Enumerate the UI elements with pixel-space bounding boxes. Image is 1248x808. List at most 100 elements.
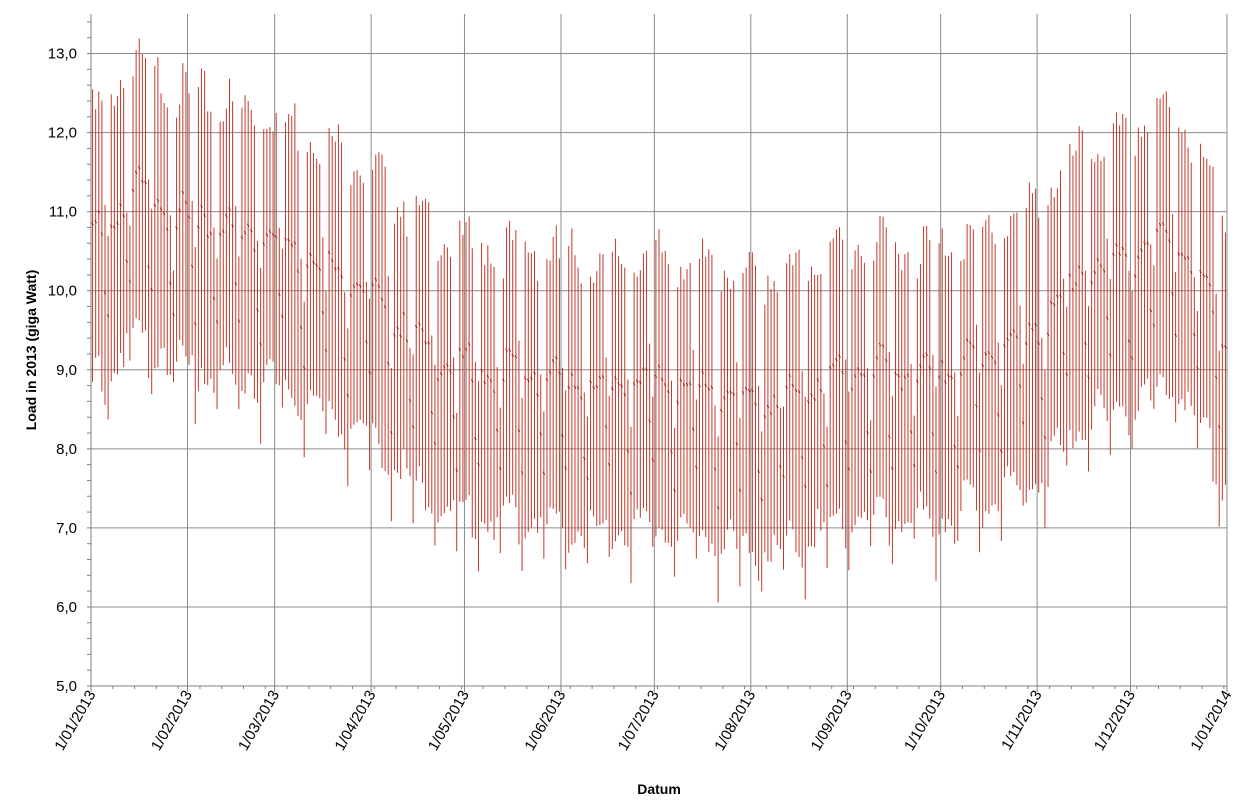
daily-mean-mark xyxy=(514,354,518,359)
daily-mean-mark xyxy=(1202,273,1205,278)
y-tick-label: 10,0 xyxy=(48,283,77,300)
daily-mean-mark xyxy=(779,464,782,469)
daily-mean-mark xyxy=(327,250,331,255)
daily-mean-mark xyxy=(517,428,521,433)
daily-mean-mark xyxy=(1090,280,1093,285)
daily-mean-mark xyxy=(903,375,907,379)
daily-mean-mark xyxy=(620,383,623,388)
daily-mean-mark xyxy=(604,425,608,429)
daily-mean-mark xyxy=(539,432,543,436)
daily-mean-mark xyxy=(567,385,571,390)
daily-mean-mark xyxy=(1068,273,1072,277)
daily-mean-mark xyxy=(1127,339,1131,343)
x-tick-label: 1/09/2013 xyxy=(808,688,856,754)
daily-mean-mark xyxy=(548,370,552,374)
daily-mean-mark xyxy=(579,396,583,400)
daily-mean-mark xyxy=(442,365,446,369)
daily-mean-mark xyxy=(975,403,978,408)
daily-mean-mark xyxy=(1140,248,1143,252)
daily-mean-mark xyxy=(268,229,272,234)
daily-mean-mark xyxy=(1087,375,1090,379)
daily-mean-mark xyxy=(747,388,751,393)
daily-mean-mark xyxy=(542,471,546,475)
daily-mean-mark xyxy=(150,287,154,292)
daily-mean-mark xyxy=(277,292,281,297)
daily-mean-mark xyxy=(474,436,477,441)
daily-mean-mark xyxy=(906,373,910,378)
daily-mean-mark xyxy=(691,427,695,432)
daily-mean-mark xyxy=(990,355,994,359)
daily-mean-mark xyxy=(1217,424,1221,429)
daily-mean-mark xyxy=(315,263,318,268)
daily-mean-mark xyxy=(803,484,807,488)
daily-mean-mark xyxy=(533,371,536,375)
daily-mean-mark xyxy=(1084,341,1087,346)
daily-mean-mark xyxy=(561,434,564,438)
daily-mean-mark xyxy=(1221,344,1224,348)
daily-mean-mark xyxy=(710,385,714,390)
daily-mean-mark xyxy=(573,385,577,389)
daily-mean-mark xyxy=(178,208,182,213)
daily-mean-mark xyxy=(909,429,913,434)
daily-mean-mark xyxy=(187,215,191,219)
daily-mean-mark xyxy=(807,400,810,404)
daily-mean-mark xyxy=(1043,435,1047,440)
daily-mean-mark xyxy=(1024,341,1028,346)
daily-mean-mark xyxy=(439,372,443,376)
daily-mean-mark xyxy=(632,382,636,386)
daily-mean-mark xyxy=(240,235,244,240)
daily-mean-mark xyxy=(371,282,374,287)
daily-mean-mark xyxy=(281,314,284,319)
daily-mean-mark xyxy=(729,390,732,395)
daily-mean-mark xyxy=(218,232,222,237)
daily-mean-mark xyxy=(333,267,337,271)
daily-mean-mark xyxy=(551,359,555,363)
daily-mean-mark xyxy=(1052,302,1056,307)
daily-mean-mark xyxy=(427,341,431,345)
daily-mean-mark xyxy=(545,378,549,382)
daily-mean-mark xyxy=(797,389,801,394)
y-tick-label: 11,0 xyxy=(49,204,77,221)
daily-mean-mark xyxy=(1000,449,1003,454)
daily-mean-mark xyxy=(449,370,452,374)
daily-mean-mark xyxy=(477,462,480,467)
daily-mean-mark xyxy=(156,198,160,203)
daily-mean-mark xyxy=(405,338,409,343)
daily-mean-mark xyxy=(850,387,854,391)
daily-mean-mark xyxy=(934,470,938,474)
daily-mean-mark xyxy=(676,400,680,404)
daily-mean-mark xyxy=(483,380,487,385)
daily-mean-mark xyxy=(318,267,322,271)
daily-mean-mark xyxy=(1149,308,1153,313)
daily-mean-mark xyxy=(421,328,424,332)
daily-mean-mark xyxy=(231,224,234,228)
daily-mean-mark xyxy=(1152,323,1156,328)
daily-mean-mark xyxy=(965,338,969,342)
daily-mean-mark xyxy=(1018,384,1022,388)
daily-mean-mark xyxy=(1037,341,1041,346)
daily-mean-mark xyxy=(106,313,110,318)
daily-mean-mark xyxy=(645,367,648,372)
daily-mean-mark xyxy=(237,319,241,323)
daily-mean-mark xyxy=(1214,375,1218,380)
daily-mean-mark xyxy=(486,374,490,379)
daily-mean-mark xyxy=(558,371,561,375)
daily-mean-mark xyxy=(872,374,876,378)
daily-mean-mark xyxy=(869,469,872,474)
daily-mean-mark xyxy=(1015,335,1019,339)
daily-mean-mark xyxy=(866,430,869,435)
daily-mean-mark xyxy=(141,179,144,184)
daily-mean-mark xyxy=(190,264,194,269)
daily-mean-mark xyxy=(1164,229,1168,234)
y-axis-label: Load in 2013 (giga Watt) xyxy=(23,270,39,431)
daily-mean-mark xyxy=(825,483,829,488)
daily-mean-mark xyxy=(819,388,823,393)
x-tick-label: 1/11/2013 xyxy=(998,688,1046,753)
daily-mean-mark xyxy=(642,367,645,371)
daily-mean-mark xyxy=(972,344,975,349)
x-tick-label: 1/03/2013 xyxy=(235,688,283,754)
daily-mean-mark xyxy=(1065,372,1069,377)
daily-mean-mark xyxy=(125,259,129,263)
daily-mean-mark xyxy=(638,380,642,384)
